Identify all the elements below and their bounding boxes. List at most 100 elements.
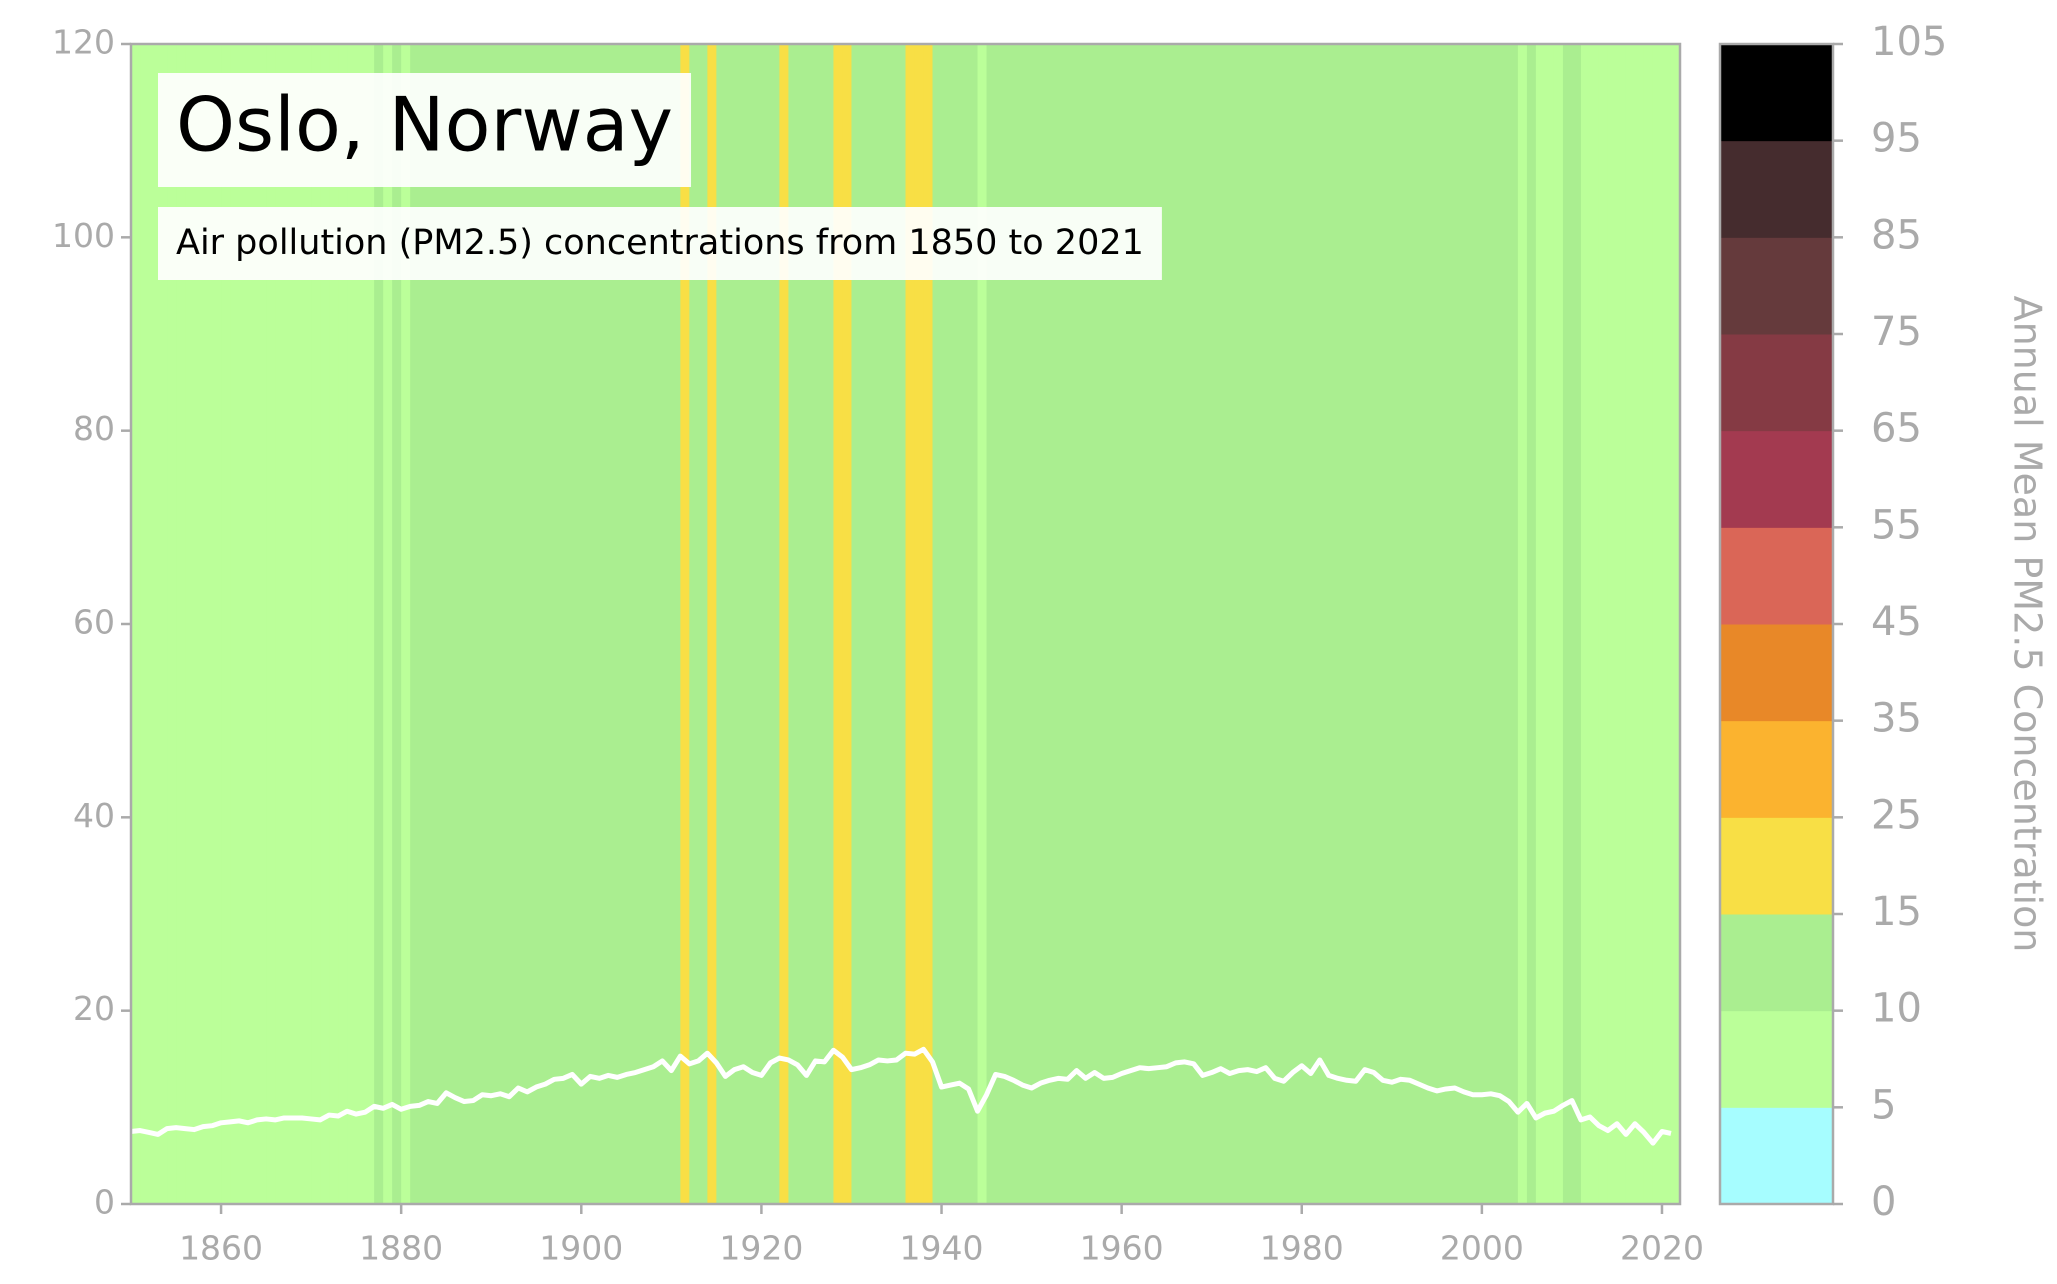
stripe [1031,44,1042,1204]
stripe [131,44,141,1204]
stripe [788,44,798,1204]
colorbar-tick-label: 35 [1871,696,1922,742]
stripe [617,44,627,1204]
stripe [1481,44,1492,1204]
stripe [1526,44,1537,1204]
stripe [167,44,177,1204]
stripe [1472,44,1483,1204]
colorbar-tick-label: 5 [1871,1082,1896,1128]
stripe [725,44,735,1204]
stripe [977,44,988,1204]
stripe [329,44,339,1204]
stripe [527,44,537,1204]
stripe [1616,44,1627,1204]
stripe [968,44,979,1204]
stripe [1175,44,1186,1204]
colorbar-tick-label: 65 [1871,406,1922,452]
stripe [1184,44,1195,1204]
colorbar-tick-label: 95 [1871,116,1922,162]
stripe [257,44,267,1204]
stripe [275,44,285,1204]
chart-title: Oslo, Norway [176,81,673,169]
stripe [1454,44,1465,1204]
stripe [185,44,195,1204]
subtitle-box [158,207,1162,280]
stripe [1310,44,1321,1204]
stripe [338,44,348,1204]
colorbar-tick-label: 105 [1871,19,1947,65]
stripe [716,44,726,1204]
stripe [1004,44,1015,1204]
stripe [1544,44,1555,1204]
stripe [1103,44,1114,1204]
stripe [869,44,879,1204]
stripe [1373,44,1384,1204]
stripe [563,44,573,1204]
colorbar-tick-label: 75 [1871,309,1922,355]
stripe [554,44,564,1204]
x-tick-label: 1940 [900,1229,984,1268]
stripe [860,44,870,1204]
stripe [1661,44,1672,1204]
stripe [302,44,312,1204]
x-tick-label: 2020 [1620,1229,1704,1268]
x-tick-label: 1920 [719,1229,803,1268]
stripe [680,44,690,1204]
stripe [1157,44,1168,1204]
stripe [896,44,906,1204]
x-tick-label: 1960 [1080,1229,1164,1268]
stripe [941,44,952,1204]
stripe [806,44,816,1204]
stripe [1346,44,1357,1204]
stripe [1283,44,1294,1204]
stripe [1058,44,1069,1204]
colorbar-tick-label: 25 [1871,792,1922,838]
stripe [491,44,501,1204]
y-tick-label: 0 [94,1183,115,1222]
stripe [392,44,402,1204]
stripe [635,44,645,1204]
x-tick-label: 1860 [179,1229,263,1268]
stripe [1598,44,1609,1204]
stripe [194,44,204,1204]
stripe [653,44,663,1204]
stripe [626,44,636,1204]
stripe [221,44,231,1204]
stripe [1364,44,1375,1204]
stripe [1148,44,1159,1204]
stripe [1274,44,1285,1204]
stripe [455,44,465,1204]
stripe [320,44,330,1204]
stripe [1490,44,1501,1204]
stripe [1553,44,1564,1204]
stripe [644,44,654,1204]
stripe [1130,44,1141,1204]
stripe [608,44,618,1204]
stripe [842,44,852,1204]
stripe [581,44,591,1204]
stripe [1067,44,1078,1204]
stripe [536,44,546,1204]
stripe [1589,44,1600,1204]
stripe [410,44,420,1204]
stripe [176,44,186,1204]
stripe [1193,44,1204,1204]
stripe [599,44,609,1204]
colorbar-tick-label: 0 [1871,1179,1896,1225]
stripe [815,44,825,1204]
stripe [905,44,916,1204]
stripe [1670,44,1681,1204]
stripe [1643,44,1654,1204]
stripe [1400,44,1411,1204]
stripe [1445,44,1456,1204]
stripe [797,44,807,1204]
stripe [950,44,961,1204]
stripe [464,44,474,1204]
stripe [1211,44,1222,1204]
stripe [1076,44,1087,1204]
chart-subtitle: Air pollution (PM2.5) concentrations fro… [176,223,1144,263]
stripe [995,44,1006,1204]
stripe [1391,44,1402,1204]
stripe [1049,44,1060,1204]
